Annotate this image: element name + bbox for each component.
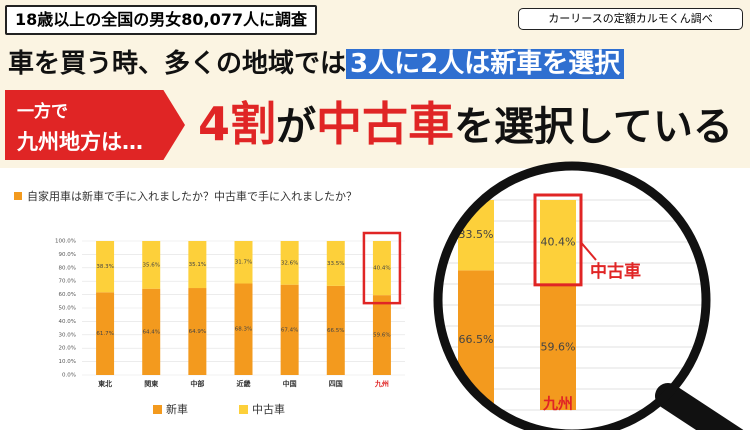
conclusion-part: を選択している <box>454 104 733 150</box>
y-tick-label: 20.0% <box>59 346 76 352</box>
zoom-category-label: 九州 <box>542 395 573 413</box>
conclusion-part: 4割 <box>198 97 277 151</box>
bar-segment <box>142 288 161 375</box>
value-label: 66.5% <box>327 328 344 334</box>
conclusion-part: 中古車 <box>316 97 455 151</box>
callout: 一方で 九州地方は… <box>5 90 185 160</box>
x-tick-label: 中国 <box>283 379 297 388</box>
bar-segment <box>96 292 115 375</box>
x-tick-label: 近畿 <box>237 379 251 388</box>
zoom-bar-segment <box>540 284 576 410</box>
headline-highlight: 3人に2人は新車を選択 <box>346 49 625 79</box>
bar-segment <box>96 241 115 293</box>
bar-segment <box>188 288 207 375</box>
value-label: 68.3% <box>235 327 252 333</box>
x-tick-label: 中部 <box>190 379 204 388</box>
callout-line: 一方で <box>17 102 68 122</box>
zoom-value-label: 40.4% <box>541 235 576 248</box>
zoom-value-label: 33.5% <box>459 228 494 241</box>
y-tick-label: 70.0% <box>59 279 76 285</box>
bar-segment <box>234 241 253 284</box>
x-tick-label: 関東 <box>144 379 159 388</box>
value-label: 64.9% <box>189 329 206 335</box>
headline: 車を買う時、多くの地域では 3人に2人は新車を選択 <box>8 44 625 84</box>
y-tick-label: 50.0% <box>59 306 76 312</box>
bar-segment <box>372 295 391 375</box>
bar-segment <box>372 241 391 296</box>
value-label: 38.3% <box>96 264 113 270</box>
zoom-series-label: 中古車 <box>590 261 641 282</box>
zoom-value-label: 59.6% <box>541 340 576 353</box>
value-label: 33.5% <box>327 261 344 267</box>
callout-line: 九州地方は… <box>17 130 143 154</box>
y-tick-label: 10.0% <box>59 359 76 365</box>
y-tick-label: 80.0% <box>59 265 76 271</box>
conclusion: 4割が中古車を選択している <box>198 88 733 163</box>
legend-swatch <box>153 405 162 414</box>
bar-segment <box>234 283 253 375</box>
y-tick-label: 100.0% <box>55 239 76 245</box>
y-tick-label: 60.0% <box>59 292 76 298</box>
bar-segment <box>326 285 345 375</box>
legend-label: 新車 <box>166 402 188 416</box>
y-tick-label: 30.0% <box>59 332 76 338</box>
bar-segment <box>188 241 207 289</box>
magnifier-handle <box>655 383 744 430</box>
headline-lead: 車を買う時、多くの地域では <box>8 49 347 79</box>
legend-label: 中古車 <box>252 402 285 416</box>
bar-segment <box>142 241 161 289</box>
bar-segment <box>280 284 299 375</box>
y-tick-label: 0.0% <box>62 373 76 379</box>
conclusion-part: が <box>276 104 317 150</box>
bar-segment <box>280 241 299 285</box>
chart-subtitle: 自家用車は新車で手に入れましたか？中古車で手に入れましたか？ <box>14 188 357 204</box>
callout-line <box>580 241 597 261</box>
y-tick-label: 90.0% <box>59 252 76 258</box>
magnifier-rim <box>433 161 711 430</box>
value-label: 67.4% <box>281 327 298 333</box>
zoom-bar-segment <box>540 200 576 285</box>
x-tick-label: 東北 <box>98 379 112 388</box>
value-label: 32.6% <box>281 260 298 266</box>
value-label: 64.4% <box>142 329 159 335</box>
zoom-value-label: 66.5% <box>459 333 494 346</box>
legend-swatch <box>239 405 248 414</box>
y-tick-label: 40.0% <box>59 319 76 325</box>
source-note: カーリースの定額カルモくん調べ <box>518 8 743 30</box>
zoom-highlight-box <box>533 193 583 287</box>
bar-segment <box>326 241 345 286</box>
value-label: 59.6% <box>373 333 390 339</box>
value-label: 61.7% <box>96 331 113 337</box>
x-tick-label: 九州 <box>374 379 389 388</box>
highlight-box <box>362 231 402 305</box>
x-tick-label: 四国 <box>329 379 343 388</box>
value-label: 31.7% <box>235 260 252 266</box>
value-label: 35.1% <box>189 262 206 268</box>
value-label: 35.6% <box>142 262 159 268</box>
value-label: 40.4% <box>373 266 390 272</box>
survey-note: 18歳以上の全国の男女80,077人に調査 <box>5 5 318 35</box>
